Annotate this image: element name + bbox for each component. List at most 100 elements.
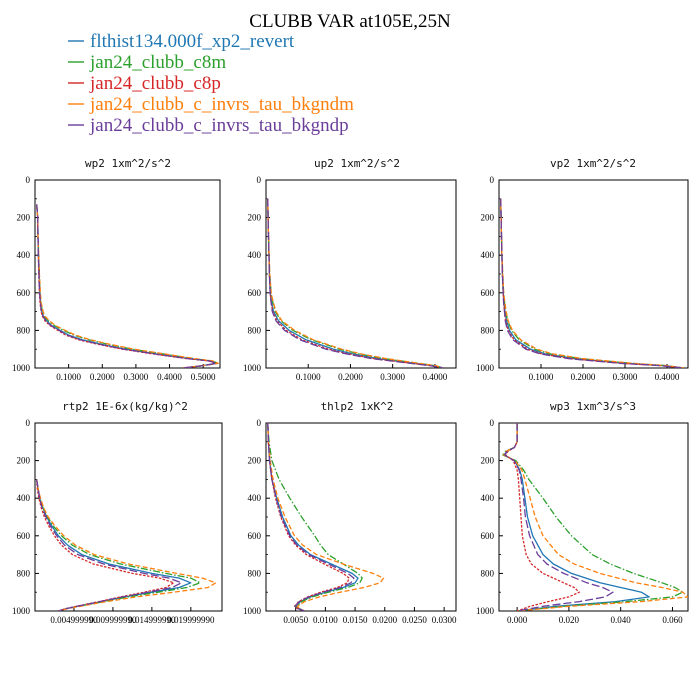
- panel-title: rtp2 1E-6x(kg/kg)^2: [62, 400, 188, 413]
- series-line: [36, 204, 219, 368]
- y-tick-label: 1000: [243, 363, 262, 373]
- series-group: [36, 204, 219, 368]
- y-tick-label: 1000: [243, 606, 262, 616]
- series-line: [500, 198, 684, 368]
- panel-title: wp2 1xm^2/s^2: [85, 157, 171, 170]
- series-group: [502, 423, 688, 611]
- y-tick-label: 200: [481, 213, 495, 223]
- legend-label: jan24_clubb_c8p: [89, 73, 221, 94]
- series-line: [500, 198, 684, 368]
- x-tick-label: 0.2000: [571, 372, 596, 382]
- y-tick-label: 0: [257, 418, 262, 428]
- y-tick-label: 200: [17, 456, 31, 466]
- series-group: [500, 198, 684, 368]
- series-line: [500, 198, 684, 368]
- x-tick-label: 0.009999990: [89, 615, 137, 625]
- legend-entry: jan24_clubb_c8m: [68, 52, 226, 73]
- x-tick-label: 0.5000: [191, 372, 216, 382]
- series-line: [500, 198, 684, 368]
- x-tick-label: 0.014999990: [128, 615, 176, 625]
- series-line: [36, 204, 217, 368]
- series-group: [267, 198, 444, 368]
- y-tick-label: 200: [481, 456, 495, 466]
- y-tick-label: 200: [17, 213, 31, 223]
- series-line: [35, 479, 183, 611]
- legend-entry: flthist134.000f_xp2_revert: [68, 31, 295, 52]
- plot-frame: [498, 179, 689, 369]
- panel-title: thlp2 1xK^2: [321, 400, 394, 413]
- x-tick-label: 0.3000: [124, 372, 149, 382]
- x-tick-label: 0.0100: [313, 615, 338, 625]
- x-tick-label: 0.2000: [90, 372, 115, 382]
- x-tick-label: 0.4000: [157, 372, 182, 382]
- y-tick-label: 0: [490, 418, 495, 428]
- x-tick-label: 0.0200: [372, 615, 397, 625]
- x-tick-label: 0.004999990: [50, 615, 98, 625]
- series-line: [267, 423, 350, 611]
- x-tick-label: 0.040: [611, 615, 632, 625]
- x-tick-label: 0.060: [662, 615, 683, 625]
- x-tick-label: 0.1000: [529, 372, 554, 382]
- x-tick-label: 0.0050: [283, 615, 308, 625]
- series-line: [267, 198, 444, 368]
- x-tick-label: 0.0150: [343, 615, 368, 625]
- series-line: [502, 423, 684, 611]
- x-tick-label: 0.3000: [380, 372, 405, 382]
- y-tick-label: 400: [248, 493, 262, 503]
- x-tick-label: 0.1000: [296, 372, 321, 382]
- x-tick-label: 0.3000: [613, 372, 638, 382]
- x-tick-label: 0.2000: [338, 372, 363, 382]
- x-tick-label: 0.000: [507, 615, 528, 625]
- y-tick-label: 0: [26, 418, 31, 428]
- series-line: [36, 204, 219, 368]
- series-line: [36, 204, 218, 368]
- y-tick-label: 1000: [476, 606, 495, 616]
- series-line: [267, 423, 385, 611]
- y-tick-label: 1000: [476, 363, 495, 373]
- y-tick-label: 0: [257, 175, 262, 185]
- y-tick-label: 800: [17, 325, 31, 335]
- series-line: [267, 198, 444, 368]
- series-group: [35, 479, 217, 611]
- plot-frame: [265, 179, 457, 369]
- series-line: [500, 198, 684, 368]
- legend: flthist134.000f_xp2_revertjan24_clubb_c8…: [68, 31, 354, 136]
- y-tick-label: 600: [248, 288, 262, 298]
- series-line: [504, 423, 580, 611]
- y-tick-label: 600: [17, 531, 31, 541]
- y-tick-label: 400: [248, 250, 262, 260]
- panel-title: vp2 1xm^2/s^2: [550, 157, 636, 170]
- y-tick-label: 400: [481, 493, 495, 503]
- y-tick-label: 400: [17, 493, 31, 503]
- y-tick-label: 0: [26, 175, 31, 185]
- y-tick-label: 600: [481, 288, 495, 298]
- y-tick-label: 0: [490, 175, 495, 185]
- panel: up2 1xm^2/s^2 0 200 400 600 800 1000 0.1000 0.20…: [243, 157, 457, 382]
- y-tick-label: 600: [17, 288, 31, 298]
- panel: wp2 1xm^2/s^2 0 200 400 600 800 1000 0.1000 0.20…: [12, 157, 221, 382]
- y-tick-label: 600: [248, 531, 262, 541]
- y-tick-label: 800: [481, 568, 495, 578]
- series-line: [267, 198, 444, 368]
- x-tick-label: 0.1000: [56, 372, 81, 382]
- series-line: [36, 204, 218, 368]
- y-tick-label: 400: [17, 250, 31, 260]
- panel: rtp2 1E-6x(kg/kg)^2 0 200 400 600 800 1000 0.00…: [12, 400, 223, 625]
- y-tick-label: 400: [481, 250, 495, 260]
- panel: vp2 1xm^2/s^2 0 200 400 600 800 1000 0.1000 0.20…: [476, 157, 689, 382]
- y-tick-label: 200: [248, 456, 262, 466]
- plot-frame: [34, 422, 223, 612]
- series-line: [267, 423, 355, 611]
- legend-entry: jan24_clubb_c8p: [68, 73, 221, 94]
- panel: thlp2 1xK^2 0 200 400 600 800 1000 0.0050 0.0100…: [243, 400, 457, 625]
- x-tick-label: 0.0250: [402, 615, 427, 625]
- series-line: [267, 423, 363, 611]
- series-line: [35, 479, 201, 611]
- y-tick-label: 800: [248, 568, 262, 578]
- y-tick-label: 1000: [12, 606, 31, 616]
- x-tick-label: 0.0300: [432, 615, 457, 625]
- series-line: [503, 423, 688, 611]
- legend-label: jan24_clubb_c_invrs_tau_bkgndp: [89, 115, 349, 136]
- x-tick-label: 0.020: [559, 615, 580, 625]
